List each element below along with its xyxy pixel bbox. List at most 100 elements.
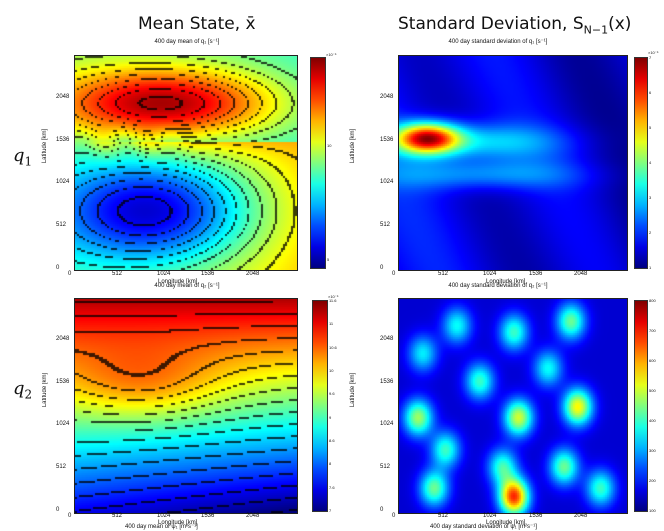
heatmap-field [399,299,627,513]
x-tick-label: 2048 [246,513,260,519]
colorbar-tick-label: 9.6 [329,391,335,396]
row-label-q2: q2 [13,378,33,402]
column-title-std: Standard Deviation, SN−1(x) [398,14,632,37]
y-tick-label: 0 [380,507,384,513]
y-tick-label: 1024 [56,421,70,427]
y-tick-label: 1536 [56,137,70,143]
x-tick-label: 2048 [574,513,588,519]
x-tick-label: 1024 [157,271,171,277]
x-tick-label: 1024 [483,271,497,277]
colorbar-tick-label: 800 [649,298,656,303]
colorbar-tick-label: 9 [329,415,332,420]
colorbar-tick-label: 6 [649,90,652,95]
x-tick-label: 1536 [529,271,543,277]
colorbar-tick-label: 10.6 [329,345,337,350]
heatmap-field [399,56,627,270]
y-tick-label: 2048 [380,336,394,342]
colorbar [634,57,648,269]
panel-title: 400 day mean of q₂ [s⁻¹] [154,283,220,289]
heatmap-field [75,56,297,270]
x-tick-label: 1536 [201,271,215,277]
x-tick-label: 0 [392,513,396,519]
heatmap-plot [398,55,628,271]
axis-ticks: 0 512 1024 1536 2048 0 512 1024 1536 2048 [56,38,340,288]
y-tick-label: 1024 [380,421,394,427]
axis-ticks: 0 512 1024 1536 2048 0 512 1024 1536 2048 [368,281,658,531]
axis-ticks: 0 512 1024 1536 2048 0 512 1024 1536 2048 [368,38,658,288]
x-tick-label: 1536 [201,513,215,519]
colorbar-ticks: 800 700 600 500 400 300 200 100 [648,298,658,513]
y-axis-label: Latitude [km] [42,372,49,408]
colorbar [310,57,326,269]
x-tick-label: 0 [68,513,72,519]
colorbar-tick-label: 600 [649,358,656,363]
panel-mean-q1: 400 day mean of q₁ [s⁻¹] Latitude [km] 0… [42,38,340,285]
colorbar-tick-label: 8 [329,461,332,466]
x-tick-label: 0 [68,271,72,277]
column-title-mean: Mean State, x̄ [138,14,256,34]
colorbar-tick-label: 8.6 [329,438,335,443]
colorbar-tick-label: 5 [649,125,652,130]
y-tick-label: 0 [56,265,60,271]
heatmap-plot [398,298,628,514]
y-tick-label: 0 [56,507,60,513]
x-tick-label: 512 [438,271,449,277]
y-tick-label: 512 [380,464,391,470]
x-tick-label: 1024 [483,513,497,519]
y-axis-label: Latitude [km] [350,372,357,408]
colorbar-tick-label: 10 [327,143,332,148]
y-tick-label: 2048 [56,336,70,342]
x-tick-label: 512 [438,513,449,519]
colorbar-tick-label: 7 [329,508,332,513]
colorbar-ticks: 10 5 [326,57,346,267]
colorbar-tick-label: 1 [649,265,652,270]
colorbar-tick-label: 400 [649,418,656,423]
panel-std-q2: 400 day standard deviation of q₂ [s⁻¹] L… [350,282,658,526]
y-tick-label: 512 [380,222,391,228]
heatmap-field [75,299,297,513]
heatmap-plot [74,55,298,271]
x-tick-label: 2048 [574,271,588,277]
heatmap-plot [74,298,298,514]
panel-title: 400 day standard deviation of q₁ [s⁻¹] [448,39,548,45]
panel-title: 400 day mean of q₁ [s⁻¹] [154,39,220,45]
y-axis-label: Latitude [km] [42,128,49,164]
bottom-label-mean-psi: 400 day mean of ψ₁ [m²s⁻¹] [125,524,198,530]
y-tick-label: 1024 [380,179,394,185]
y-tick-label: 512 [56,222,67,228]
x-tick-label: 0 [392,271,396,277]
y-tick-label: 1536 [380,379,394,385]
x-tick-label: 1536 [529,513,543,519]
y-tick-label: 2048 [380,94,394,100]
y-tick-label: 0 [380,265,384,271]
colorbar-ticks: 7 6 5 4 3 2 1 [648,55,658,270]
y-tick-label: 1536 [380,137,394,143]
y-tick-label: 1536 [56,379,70,385]
colorbar-tick-label: 10 [329,368,334,373]
x-tick-label: 1024 [157,513,171,519]
colorbar-exponent: ×10⁻⁵ [648,50,659,55]
colorbar [312,300,328,512]
colorbar-exponent: ×10⁻⁵ [328,294,339,299]
colorbar-tick-label: 3 [649,195,652,200]
y-tick-label: 1024 [56,179,70,185]
y-tick-label: 512 [56,464,67,470]
colorbar-tick-label: 11 [329,321,334,326]
colorbar-tick-label: 300 [649,448,656,453]
colorbar-tick-label: 4 [649,160,652,165]
y-axis-label: Latitude [km] [350,128,357,164]
colorbar-tick-label: 2 [649,230,652,235]
panel-title: 400 day standard deviation of q₂ [s⁻¹] [448,283,548,289]
x-axis-label: Longitude [km] [486,279,526,285]
row-label-q1: q1 [13,145,33,169]
panel-std-q1: 400 day standard deviation of q₁ [s⁻¹] L… [350,38,659,285]
x-axis-label: Longitude [km] [158,279,198,285]
colorbar-tick-label: 7.6 [329,485,335,490]
colorbar-tick-label: 100 [649,508,656,513]
y-tick-label: 2048 [56,94,70,100]
colorbar-tick-label: 11.6 [329,298,337,303]
bottom-label-std-psi: 400 day standard deviation of ψ₁ [m²s⁻¹] [430,524,537,530]
colorbar-tick-label: 700 [649,328,656,333]
colorbar-tick-label: 500 [649,388,656,393]
colorbar-tick-label: 200 [649,478,656,483]
